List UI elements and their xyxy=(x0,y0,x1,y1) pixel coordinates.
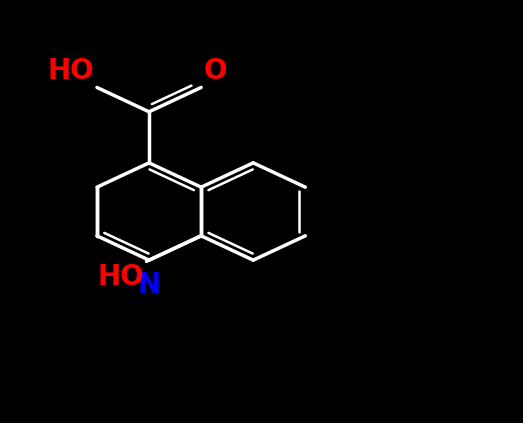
Text: HO: HO xyxy=(48,58,94,85)
Text: HO: HO xyxy=(97,264,144,291)
Text: O: O xyxy=(204,58,228,85)
Text: N: N xyxy=(138,271,161,299)
